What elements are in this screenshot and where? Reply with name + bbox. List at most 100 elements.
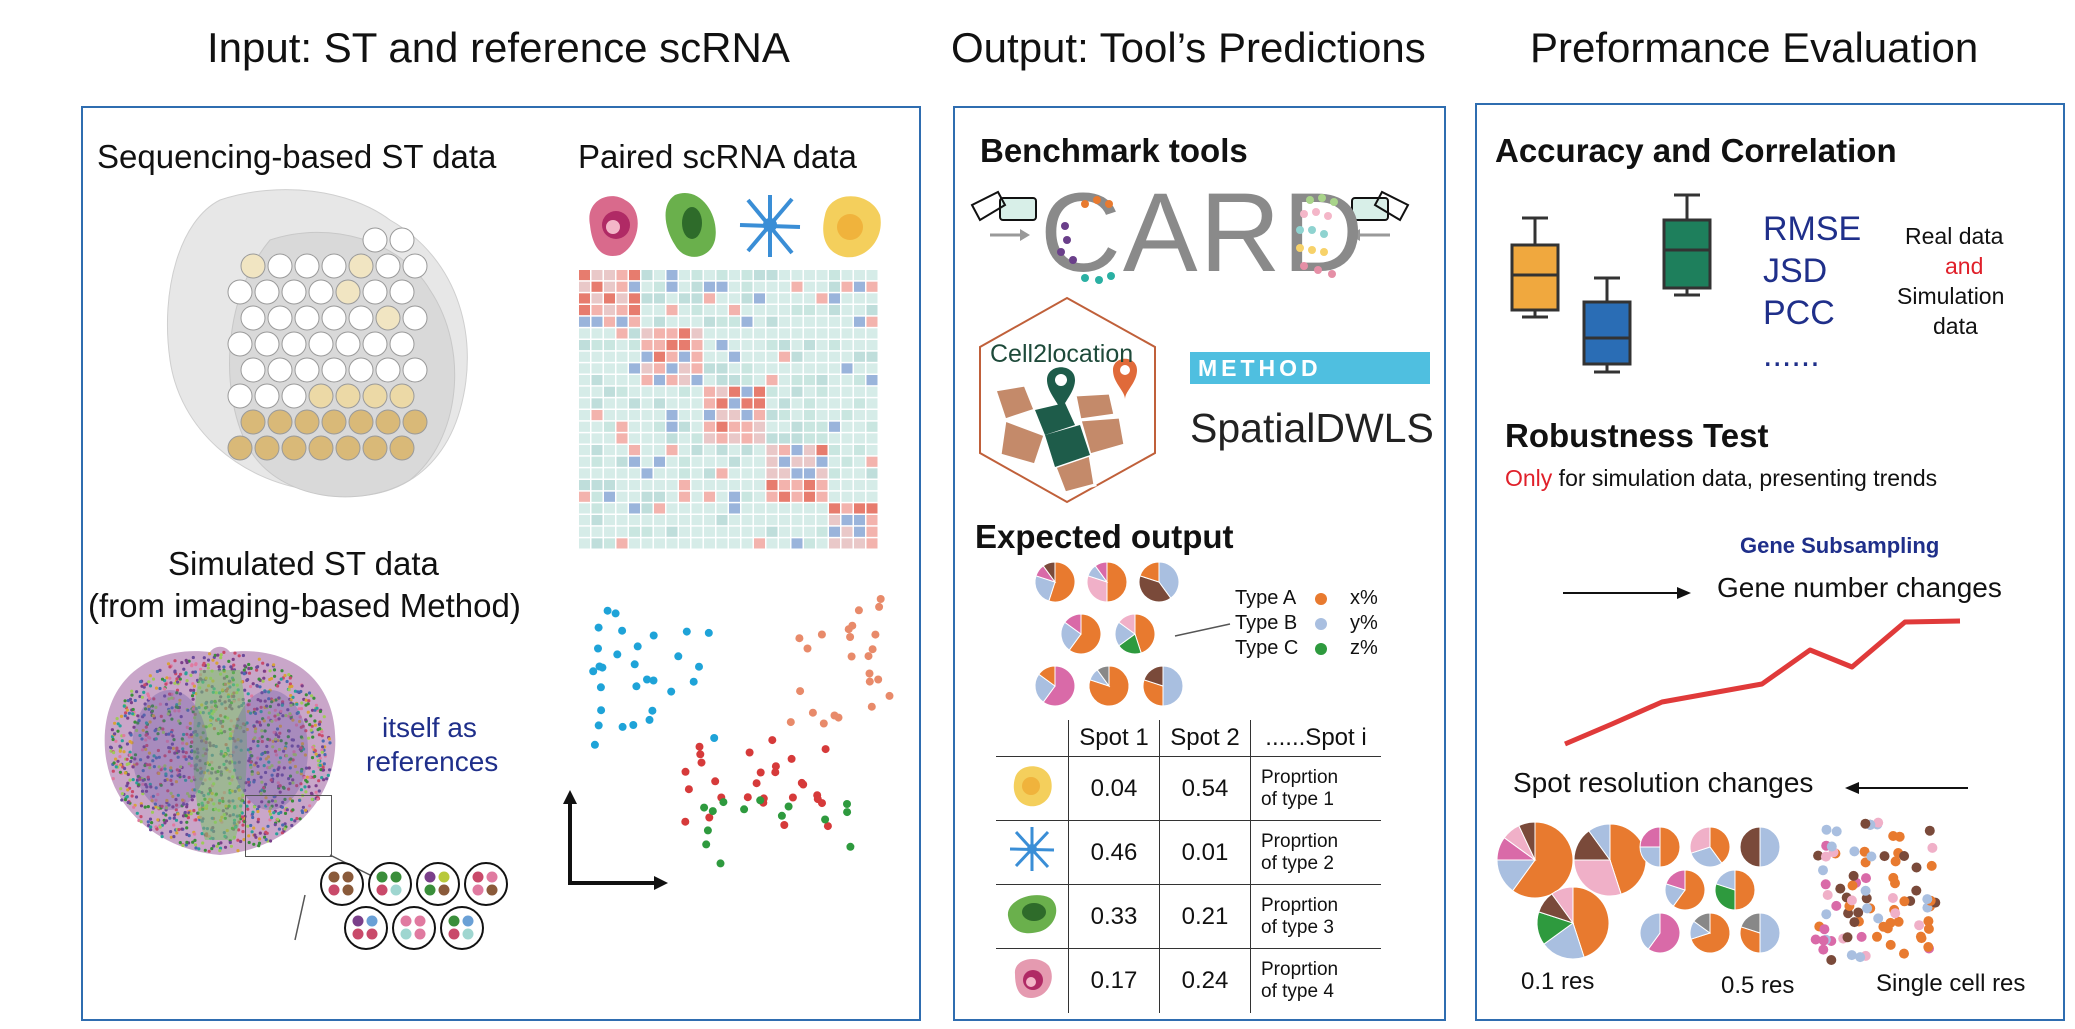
heatmap-cell [866, 270, 878, 281]
heatmap-cell [654, 305, 665, 316]
heatmap-cell [754, 445, 765, 456]
brain-cell-dot [135, 811, 139, 815]
single-cell-dot [1820, 879, 1831, 890]
heatmap-cell [804, 433, 815, 444]
brain-cell-dot [180, 737, 184, 741]
single-cell-dot [1879, 851, 1890, 862]
brain-cell-dot [129, 759, 133, 764]
brain-cell-dot [283, 811, 288, 815]
brain-cell-dot [211, 658, 215, 662]
brain-cell-dot [264, 782, 268, 786]
method-badge [1190, 352, 1430, 384]
heatmap-cell [691, 468, 703, 479]
cell2location-logo [979, 296, 1156, 504]
single-cell-dot [1862, 903, 1873, 914]
heatmap-cell [666, 351, 678, 362]
brain-cell-dot [280, 805, 284, 809]
brain-cell-dot [190, 798, 194, 802]
heatmap-cell [804, 526, 815, 537]
heatmap-cell [691, 363, 703, 374]
heatmap-cell [616, 281, 628, 292]
heatmap-cell [604, 351, 615, 362]
heatmap-cell [604, 281, 615, 292]
heatmap-cell [591, 445, 603, 456]
heatmap-cell [816, 305, 828, 316]
spatial-axes [563, 790, 668, 890]
brain-cell-dot [291, 738, 295, 742]
brain-cell-dot [289, 703, 293, 707]
scatter-point-orange [868, 645, 877, 654]
single-cell-dot [1866, 851, 1877, 862]
brain-cell-dot [166, 662, 171, 666]
brain-cell-dot [160, 823, 164, 827]
res-pie-slice [1690, 846, 1723, 868]
brain-cell-dot [301, 805, 305, 809]
heatmap-cell [816, 281, 828, 292]
heatmap-cell [704, 515, 715, 526]
scatter-point-blue [674, 652, 683, 661]
brain-cell-dot [321, 745, 325, 749]
heatmap-cell [654, 538, 665, 549]
heatmap-cell [604, 316, 615, 327]
heatmap-cell [579, 445, 590, 456]
brain-cell-dot [160, 804, 164, 808]
expected-pie-slice [1064, 613, 1082, 635]
brain-cell-dot [293, 764, 297, 769]
brain-cell-dot [303, 753, 307, 757]
brain-cell-dot [174, 797, 178, 802]
single-cell-dot [1923, 916, 1934, 927]
heatmap-cell [729, 281, 740, 292]
brain-cell-dot [312, 696, 316, 700]
brain-cell-dot [148, 720, 152, 724]
brain-cell-dot [140, 695, 144, 699]
brain-cell-dot [152, 697, 156, 701]
res-pie-slice [1759, 826, 1781, 868]
brain-cell-dot [241, 653, 245, 658]
brain-cell-dot [150, 810, 155, 814]
st-spot [281, 279, 307, 305]
brain-cell-dot [256, 764, 260, 768]
scatter-point-red [771, 762, 780, 771]
st-spot [321, 409, 347, 435]
heatmap-cell [816, 421, 828, 432]
heatmap-cell [829, 491, 840, 502]
heatmap-cell [791, 305, 803, 316]
brain-cell-dot [145, 743, 149, 748]
heatmap-cell [841, 328, 853, 339]
scatter-point-blue [589, 667, 598, 676]
heatmap-cell [679, 433, 690, 444]
brain-cell-dot [299, 772, 303, 776]
brain-cell-dot [207, 849, 211, 853]
brain-cell-dot [183, 810, 187, 815]
heatmap-cell [616, 375, 628, 386]
heatmap-cell [729, 328, 740, 339]
brain-cell-dot [246, 692, 250, 696]
heatmap-cell [829, 480, 840, 491]
brain-cell-dot [306, 710, 310, 714]
heatmap-cell [754, 538, 765, 549]
heatmap-cell [629, 281, 640, 292]
heatmap-cell [854, 351, 865, 362]
brain-cell-dot [252, 707, 257, 711]
brain-cell-dot [276, 713, 280, 717]
brain-cell-dot [189, 688, 193, 692]
brain-cell-dot [173, 669, 177, 673]
brain-cell-dot [293, 819, 297, 823]
heatmap-cell [704, 421, 715, 432]
zoom-spot [392, 906, 436, 950]
brain-cell-dot [261, 717, 265, 721]
brain-cell-dot [277, 681, 281, 685]
st-spot [362, 383, 388, 409]
heatmap-cell [766, 305, 778, 316]
expected-pie-slice [1068, 613, 1102, 655]
heatmap-cell [754, 293, 765, 304]
brain-cell-dot [257, 657, 261, 661]
single-cell-dot [1860, 885, 1871, 896]
st-spot [402, 305, 428, 331]
brain-cell-dot [168, 676, 172, 680]
expected-output-pies [1034, 561, 1184, 707]
brain-cell-dot [206, 663, 210, 667]
scatter-point-orange [786, 718, 795, 727]
brain-cell-dot [148, 763, 152, 767]
brain-cell-dot [255, 720, 259, 724]
